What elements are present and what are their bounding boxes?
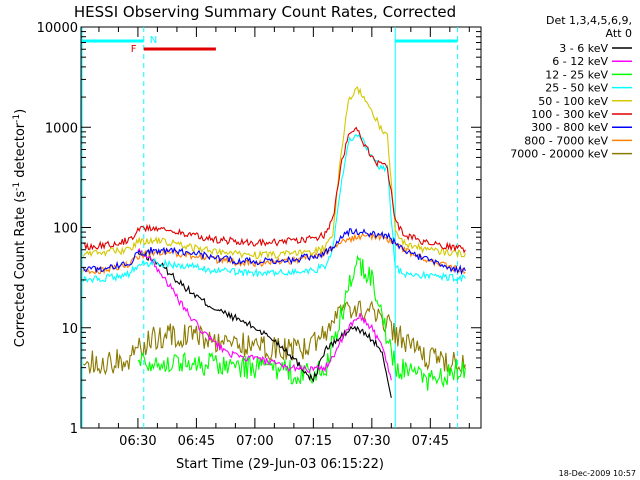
legend-entry-label: 100 - 300 keV [531,108,608,121]
x-tick-label: 07:00 [236,434,273,449]
y-axis-label-end: ) [13,109,28,114]
y-axis-label-sup: -1 [12,182,22,191]
series-line-4 [82,86,466,260]
series-line-1 [137,247,392,381]
y-tick-label: 10000 [37,21,78,36]
legend-entry-label: 50 - 100 keV [538,95,608,108]
y-axis-label-sup2: -1 [12,114,22,123]
y-tick-label: 1 [70,422,78,437]
x-axis-label: Start Time (29-Jun-03 06:15:22) [176,457,384,472]
flag-f-label: F [131,44,137,55]
chart-title: HESSI Observing Summary Count Rates, Cor… [74,3,456,21]
legend-entry-label: 800 - 7000 keV [524,134,608,147]
legend-entry-label: 3 - 6 keV [559,42,608,55]
flag-n-label: N [150,35,157,46]
x-tick-label: 07:30 [353,434,390,449]
series-line-6 [82,227,466,276]
y-tick-label: 100 [53,222,78,237]
series-line-8 [82,300,466,376]
legend-entry-label: 7000 - 20000 keV [510,148,608,161]
legend-entry-label: 12 - 25 keV [545,68,608,81]
series-line-5 [83,126,466,254]
legend-entry-label: 25 - 50 keV [545,82,608,95]
x-tick-label: 07:15 [295,434,332,449]
legend-entry-label: 300 - 800 keV [531,121,608,134]
x-tick-label: 06:45 [178,434,215,449]
series-line-0 [137,249,392,398]
series-line-3 [82,133,466,284]
legend-header-1: Det 1,3,4,5,6,9, [546,14,632,27]
y-axis-label-main: Corrected Count Rate (s [13,191,28,348]
y-axis-label-mid: detector [13,122,28,182]
y-tick-label: 10 [61,322,78,337]
legend-header-2: Att 0 [606,27,632,40]
x-tick-label: 06:30 [119,434,156,449]
legend-entry-label: 6 - 12 keV [552,55,608,68]
y-tick-label: 1000 [45,121,78,136]
x-tick-label: 07:45 [412,434,449,449]
series-line-2 [137,254,466,391]
y-axis-label: Corrected Count Rate (s-1 detector-1) [12,109,28,347]
footer-date: 18-Dec-2009 10:57 [559,469,636,478]
